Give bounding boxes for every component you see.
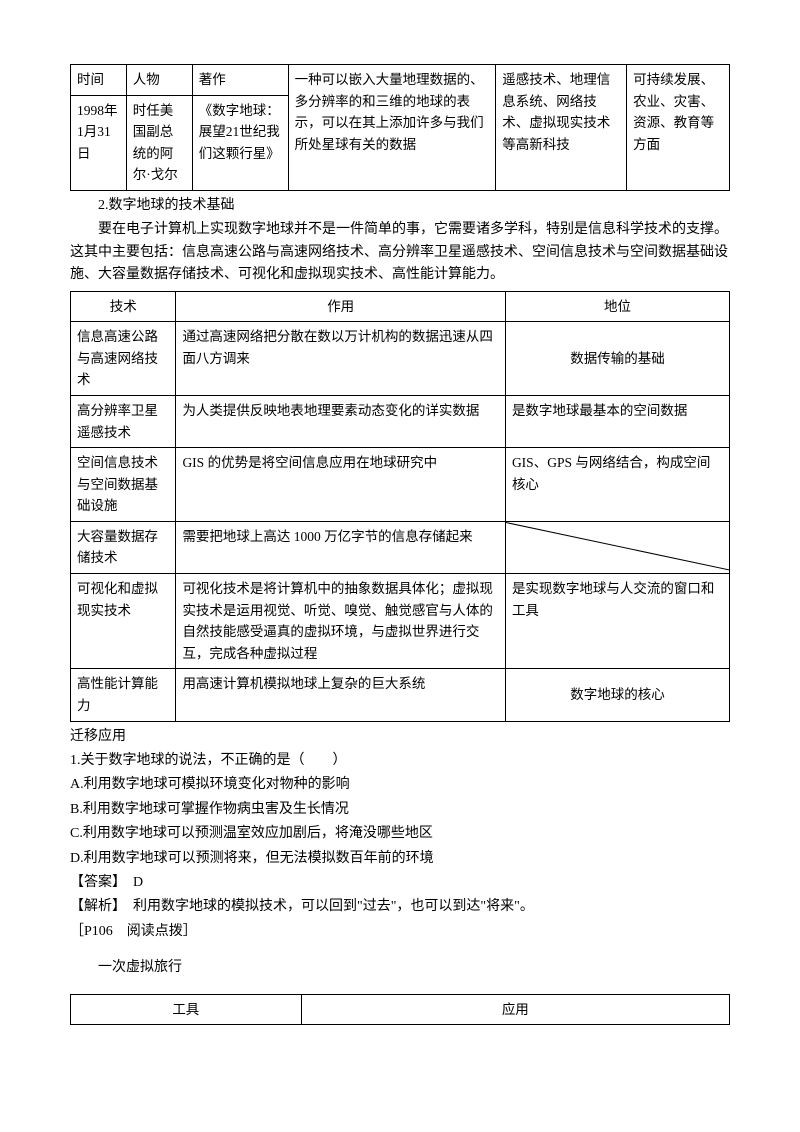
col-tool: 工具 [71,994,302,1025]
table-row: 高分辨率卫星遥感技术 为人类提供反映地表地理要素动态变化的详实数据 是数字地球最… [71,395,730,447]
cell: 用高速计算机模拟地球上复杂的巨大系统 [176,669,506,721]
option-d: D.利用数字地球可以预测将来，但无法模拟数百年前的环境 [70,848,730,870]
cell: 是实现数字地球与人交流的窗口和工具 [505,574,729,669]
cell: 通过高速网络把分散在数以万计机构的数据迅速从四面八方调来 [176,322,506,396]
table-row: 空间信息技术与空间数据基础设施 GIS 的优势是将空间信息应用在地球研究中 GI… [71,448,730,522]
explain-label: 【解析】 利用数字地球的模拟技术，可以回到"过去"，也可以到达"将来"。 [70,896,730,918]
cell: 大容量数据存储技术 [71,521,176,573]
cell-work: 《数字地球：展望21世纪我们这颗行星》 [192,95,288,190]
table-row: 信息高速公路与高速网络技术 通过高速网络把分散在数以万计机构的数据迅速从四面八方… [71,322,730,396]
cell-desc: 一种可以嵌入大量地理数据的、多分辨率的和三维的地球的表示，可以在其上添加许多与我… [288,65,496,191]
question-1: 1.关于数字地球的说法，不正确的是（ ） [70,750,730,772]
cell: 空间信息技术与空间数据基础设施 [71,448,176,522]
reading-hint: ［P106 阅读点拨］ [70,921,730,943]
option-c: C.利用数字地球可以预测温室效应加剧后，将淹没哪些地区 [70,823,730,845]
cell-header-person: 人物 [126,65,192,96]
table-row: 工具 应用 [71,994,730,1025]
table-row: 技术 作用 地位 [71,291,730,322]
cell-header-work: 著作 [192,65,288,96]
cell: 高性能计算能力 [71,669,176,721]
cell-tech: 遥感技术、地理信息系统、网络技术、虚拟现实技术等高新科技 [496,65,627,191]
col-role: 作用 [176,291,506,322]
cell: 是数字地球最基本的空间数据 [505,395,729,447]
cell-field: 可持续发展、农业、灾害、资源、教育等方面 [627,65,730,191]
section-2-para: 要在电子计算机上实现数字地球并不是一件简单的事，它需要诸多学科，特别是信息科学技… [70,219,730,286]
option-a: A.利用数字地球可模拟环境变化对物种的影响 [70,774,730,796]
table-row: 大容量数据存储技术 需要把地球上高达 1000 万亿字节的信息存储起来 [71,521,730,573]
table-tech: 技术 作用 地位 信息高速公路与高速网络技术 通过高速网络把分散在数以万计机构的… [70,291,730,722]
cell: 数字地球的核心 [505,669,729,721]
col-tech: 技术 [71,291,176,322]
cell-person: 时任美国副总统的阿尔·戈尔 [126,95,192,190]
answer-label: 【答案】 D [70,872,730,894]
option-b: B.利用数字地球可掌握作物病虫害及生长情况 [70,799,730,821]
table-origin: 时间 人物 著作 一种可以嵌入大量地理数据的、多分辨率的和三维的地球的表示，可以… [70,64,730,191]
cell-header-time: 时间 [71,65,127,96]
cell-empty-diag [505,521,729,573]
table-row: 高性能计算能力 用高速计算机模拟地球上复杂的巨大系统 数字地球的核心 [71,669,730,721]
cell: GIS 的优势是将空间信息应用在地球研究中 [176,448,506,522]
cell: GIS、GPS 与网络结合，构成空间核心 [505,448,729,522]
table-tool: 工具 应用 [70,994,730,1026]
cell: 高分辨率卫星遥感技术 [71,395,176,447]
table-row: 时间 人物 著作 一种可以嵌入大量地理数据的、多分辨率的和三维的地球的表示，可以… [71,65,730,96]
cell: 可视化和虚拟现实技术 [71,574,176,669]
transfer-heading: 迁移应用 [70,726,730,748]
col-status: 地位 [505,291,729,322]
cell: 信息高速公路与高速网络技术 [71,322,176,396]
cell: 为人类提供反映地表地理要素动态变化的详实数据 [176,395,506,447]
cell: 需要把地球上高达 1000 万亿字节的信息存储起来 [176,521,506,573]
cell-time: 1998年1月31日 [71,95,127,190]
col-app: 应用 [301,994,729,1025]
cell: 可视化技术是将计算机中的抽象数据具体化；虚拟现实技术是运用视觉、听觉、嗅觉、触觉… [176,574,506,669]
table-row: 可视化和虚拟现实技术 可视化技术是将计算机中的抽象数据具体化；虚拟现实技术是运用… [71,574,730,669]
cell: 数据传输的基础 [505,322,729,396]
section-2-title: 2.数字地球的技术基础 [70,195,730,217]
trip-title: 一次虚拟旅行 [70,957,730,979]
